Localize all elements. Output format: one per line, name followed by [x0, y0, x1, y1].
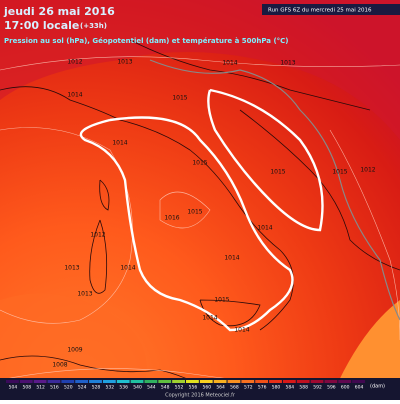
scale-swatch — [227, 380, 241, 383]
scale-swatch — [158, 380, 172, 383]
isobar-label: 1012 — [360, 167, 375, 174]
copyright: Copyright 2016 Meteociel.fr — [165, 393, 236, 399]
isobar-label: 1009 — [67, 347, 82, 354]
scale-swatch — [89, 380, 102, 383]
isobar-label: 1014 — [202, 315, 217, 322]
scale-swatch — [130, 380, 144, 383]
scale-swatch — [75, 380, 89, 383]
borders — [149, 59, 400, 321]
isobar-label: 1014 — [257, 225, 272, 232]
scale-label: 604 — [355, 385, 364, 391]
scale-swatch — [19, 380, 33, 383]
scale-label: 576 — [258, 385, 267, 391]
isobar-label: 1014 — [224, 255, 239, 262]
scale-label: 512 — [36, 385, 45, 391]
warm-band — [330, 300, 400, 400]
scale-label: 556 — [189, 385, 198, 391]
warm-band — [0, 293, 147, 400]
isobar-labels: 1012 1013 1014 1013 1014 1015 1014 1015 1015 1015… — [52, 59, 375, 369]
scale-swatch — [102, 380, 116, 383]
isobar-label: 1012 — [67, 59, 82, 66]
scale-swatch — [310, 380, 324, 383]
run-info: Run GFS 6Z du mercredi 25 mai 2016 — [268, 8, 372, 14]
scale-swatch — [47, 380, 61, 383]
isobar-label: 1012 — [90, 232, 105, 239]
scale-label: 528 — [92, 385, 101, 391]
scale-swatch — [324, 380, 338, 383]
isobar-label: 1013 — [77, 291, 92, 298]
isobar-label: 1015 — [214, 297, 229, 304]
scale-label: 572 — [244, 385, 253, 391]
scale-swatch — [338, 380, 352, 383]
scale-label: 524 — [78, 385, 87, 391]
scale-swatch — [33, 380, 47, 383]
scale-swatch — [199, 380, 213, 383]
forecast-date: jeudi 26 mai 2016 — [3, 5, 115, 18]
forecast-lead: (+33h) — [80, 22, 107, 30]
scale-label: 504 — [9, 385, 18, 391]
geopotential-contours — [79, 88, 324, 332]
scale-label: 552 — [175, 385, 184, 391]
scale-label: 592 — [313, 385, 322, 391]
scale-label: 508 — [22, 385, 31, 391]
scale-swatch — [241, 380, 255, 383]
isobar-label: 1014 — [234, 327, 249, 334]
cold-band — [0, 0, 400, 140]
scale-label: 536 — [119, 385, 128, 391]
scale-label: 516 — [50, 385, 59, 391]
isobar-label: 1015 — [187, 209, 202, 216]
scale-label: 548 — [161, 385, 170, 391]
scale-label: 540 — [133, 385, 142, 391]
isobars — [0, 56, 400, 385]
scale-swatch — [352, 380, 365, 383]
scale-label: 580 — [272, 385, 281, 391]
scale-label: 568 — [230, 385, 239, 391]
scale-label: 588 — [299, 385, 308, 391]
isobar-label: 1014 — [112, 140, 127, 147]
scale-label: 584 — [286, 385, 295, 391]
isobar-label: 1013 — [117, 59, 132, 66]
scale-label: 532 — [106, 385, 115, 391]
scale-label: 596 — [327, 385, 336, 391]
scale-label: 520 — [64, 385, 73, 391]
scale-swatch — [255, 380, 269, 383]
isobar-label: 1013 — [280, 60, 295, 67]
isobar-label: 1008 — [52, 362, 67, 369]
map-subtitle: Pression au sol (hPa), Géopotentiel (dam… — [4, 37, 289, 45]
scale-swatch — [116, 380, 130, 383]
isobar-label: 1015 — [270, 169, 285, 176]
isobar-label: 1015 — [172, 95, 187, 102]
isobar-label: 1013 — [64, 265, 79, 272]
scale-label: 544 — [147, 385, 156, 391]
isobar-label: 1016 — [164, 215, 179, 222]
scale-swatch — [172, 380, 185, 383]
color-scale: 504 508 512 516 520 524 528 532 536 540 544 548 552 5… — [6, 380, 365, 391]
scale-swatch — [61, 380, 75, 383]
scale-swatch — [269, 380, 282, 383]
scale-swatch — [213, 380, 227, 383]
scale-swatch — [296, 380, 310, 383]
forecast-time: 17:00 locale — [4, 19, 79, 32]
isobar-label: 1015 — [332, 169, 347, 176]
scale-label: 600 — [341, 385, 350, 391]
run-box — [262, 4, 400, 15]
scale-swatch — [6, 380, 19, 383]
scale-label: 564 — [216, 385, 225, 391]
scale-unit: (dam) — [370, 384, 385, 390]
scale-swatch — [186, 380, 199, 383]
scale-bar — [0, 378, 400, 400]
isobar-label: 1014 — [120, 265, 135, 272]
scale-swatch — [144, 380, 158, 383]
isobar-label: 1014 — [67, 92, 82, 99]
isobar-label: 1014 — [222, 60, 237, 67]
scale-swatch — [282, 380, 296, 383]
scale-label: 560 — [202, 385, 211, 391]
isobar-label: 1015 — [192, 160, 207, 167]
